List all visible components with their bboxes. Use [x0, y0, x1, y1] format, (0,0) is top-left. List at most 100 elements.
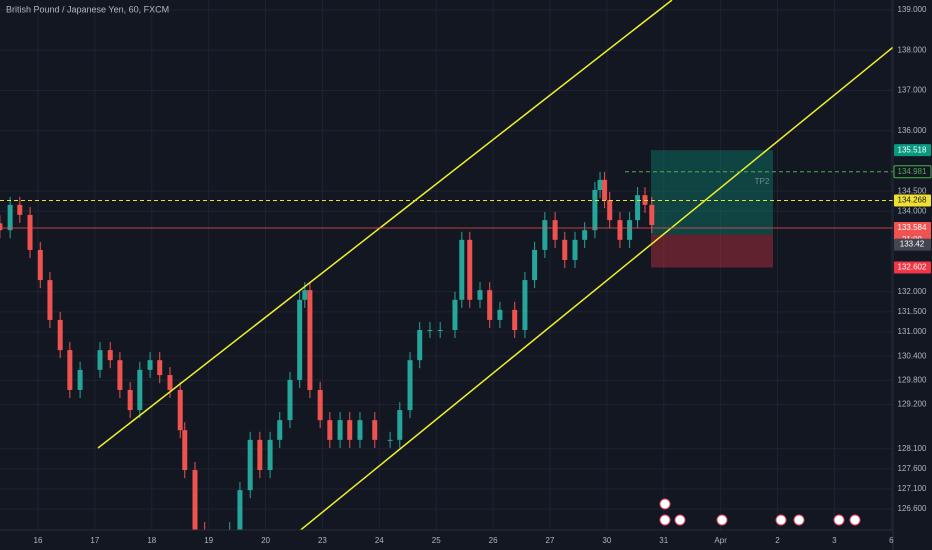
x-tick-label: 20 — [261, 536, 270, 545]
candle-body — [552, 220, 558, 240]
candle-body — [602, 179, 608, 201]
candle-body — [582, 230, 588, 240]
event-icon — [793, 514, 805, 526]
target-label: TP2 — [755, 177, 770, 186]
candle-body — [437, 329, 443, 331]
candle-body — [467, 239, 473, 300]
candle-body — [497, 309, 503, 320]
candle-body — [397, 410, 403, 440]
y-tick-label: 131.000 — [898, 327, 927, 336]
y-tick-label: 137.000 — [898, 86, 927, 95]
x-tick-label: 30 — [602, 536, 611, 545]
price-label-bg — [894, 194, 931, 207]
candle-body — [627, 220, 633, 240]
candle-body — [562, 239, 568, 260]
candle-body — [67, 350, 73, 390]
candle-body — [27, 214, 33, 250]
event-icon — [849, 514, 861, 526]
candle-body — [247, 439, 253, 491]
candle-body — [302, 290, 308, 300]
candle-body — [512, 309, 518, 330]
candle-body — [117, 360, 123, 390]
price-label: 133.584 — [898, 223, 927, 232]
event-icon — [674, 514, 686, 526]
candle-body — [572, 239, 578, 260]
x-tick-label: 24 — [375, 536, 384, 545]
price-label: 132.602 — [898, 263, 927, 272]
y-tick-label: 136.000 — [898, 126, 927, 135]
channel-upper — [97, 0, 673, 449]
price-label-bg — [894, 238, 931, 251]
candle-body — [427, 329, 433, 331]
candle-body — [37, 249, 43, 281]
event-icon — [775, 514, 787, 526]
y-tick-label: 127.600 — [898, 464, 927, 473]
x-tick-label: 19 — [204, 536, 213, 545]
candle-body — [47, 280, 53, 320]
candle-body — [307, 290, 313, 390]
y-tick-label: 131.500 — [898, 307, 927, 316]
candle-body — [177, 389, 183, 431]
price-label-bg — [894, 261, 931, 274]
candle-body — [77, 369, 83, 390]
candle-body — [57, 319, 63, 351]
candle-body — [192, 470, 198, 530]
y-tick-label: 139.000 — [898, 5, 927, 14]
x-tick-label: Apr — [714, 536, 727, 545]
y-tick-label: 138.000 — [898, 45, 927, 54]
candle-body — [317, 389, 323, 421]
y-tick-label: 129.800 — [898, 375, 927, 384]
x-tick-label: 31 — [659, 536, 668, 545]
x-tick-label: 2 — [775, 536, 780, 545]
x-tick-label: 16 — [34, 536, 43, 545]
candle-body — [477, 290, 483, 300]
y-tick-label: 126.600 — [898, 504, 927, 513]
x-tick-label: 6 — [889, 536, 894, 545]
candle-body — [297, 299, 303, 380]
candle-body — [0, 223, 3, 231]
candle-body — [287, 379, 293, 421]
price-label-bg — [894, 144, 931, 157]
candle-body — [532, 249, 538, 281]
candle-body — [542, 220, 548, 250]
candle-body — [17, 204, 23, 215]
candle-body — [617, 220, 623, 240]
y-tick-label: 134.000 — [898, 206, 927, 215]
candle-body — [137, 369, 143, 411]
candle-body — [107, 350, 113, 361]
candle-body — [372, 420, 378, 440]
candle-body — [167, 375, 173, 390]
candle-body — [237, 490, 243, 530]
candle-body — [182, 430, 188, 471]
y-tick-label: 128.100 — [898, 444, 927, 453]
x-tick-label: 25 — [432, 536, 441, 545]
profit-zone — [651, 150, 773, 235]
x-tick-label: 27 — [546, 536, 555, 545]
candle-body — [257, 439, 263, 471]
candle-body — [607, 200, 613, 221]
candle-body — [127, 389, 133, 411]
candle-body — [347, 420, 353, 440]
y-tick-label: 129.200 — [898, 400, 927, 409]
price-label: 134.268 — [898, 196, 927, 205]
candle-body — [7, 204, 13, 231]
price-label-bg — [893, 165, 932, 179]
x-tick-label: 17 — [90, 536, 99, 545]
candle-body — [459, 239, 465, 300]
x-tick-label: 26 — [489, 536, 498, 545]
chart-title: British Pound / Japanese Yen, 60, FXCM — [6, 4, 169, 14]
candle-body — [357, 420, 363, 440]
position-tool — [651, 150, 773, 268]
price-label: 135.518 — [898, 145, 927, 154]
channel — [97, 0, 893, 530]
candle-body — [337, 420, 343, 440]
candle-body — [635, 195, 641, 221]
candle-body — [277, 420, 283, 440]
candle-body — [267, 439, 273, 471]
candle-body — [522, 280, 528, 330]
candle-body — [487, 290, 493, 320]
grid — [0, 0, 893, 530]
candle-body — [387, 439, 393, 441]
